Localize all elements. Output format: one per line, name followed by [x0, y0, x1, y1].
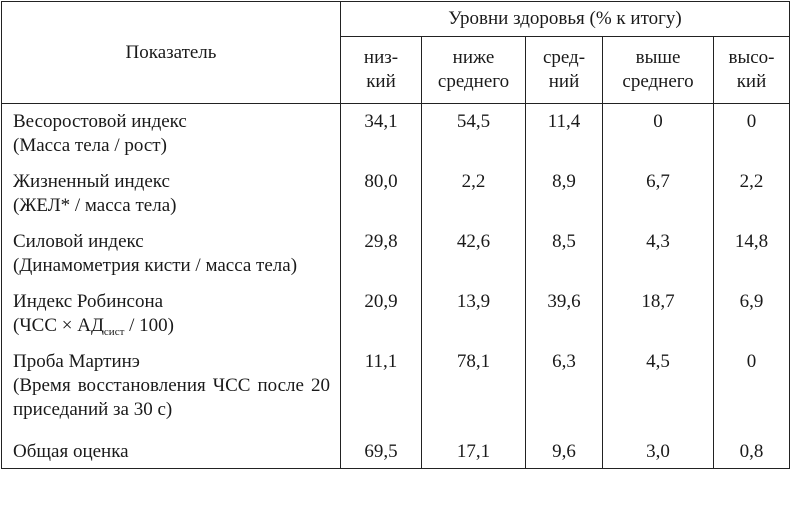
value-cell: 78,1: [421, 344, 526, 428]
table-row-total: Общая оценка 69,5 17,1 9,6 3,0 0,8: [1, 428, 790, 469]
value-cell: 18,7: [602, 284, 714, 344]
value-cell: 0: [602, 103, 714, 164]
table-row: Проба Мартинэ (Время восстановления ЧСС …: [1, 344, 790, 428]
indicator-name: Жизненный индекс: [13, 171, 170, 192]
indicator-formula: (ЖЕЛ* / масса тела): [13, 195, 177, 216]
indicator-cell: Силовой индекс (Динамометрия кисти / мас…: [1, 224, 341, 284]
value-cell: 3,0: [602, 428, 714, 469]
value-cell: 8,5: [525, 224, 603, 284]
value-cell: 0: [713, 103, 790, 164]
value-cell: 13,9: [421, 284, 526, 344]
value-cell: 17,1: [421, 428, 526, 469]
value-cell: 11,4: [525, 103, 603, 164]
health-levels-group-header: Уровни здоровья (% к итогу): [340, 1, 790, 37]
table-row: Жизненный индекс (ЖЕЛ* / масса тела) 80,…: [1, 164, 790, 224]
indicator-cell: Весоростовой индекс (Масса тела / рост): [1, 103, 341, 164]
value-cell: 42,6: [421, 224, 526, 284]
value-cell: 0: [713, 344, 790, 428]
value-cell: 0,8: [713, 428, 790, 469]
level-header-low: низ-кий: [340, 36, 422, 104]
value-cell: 9,6: [525, 428, 603, 469]
value-cell: 4,3: [602, 224, 714, 284]
value-cell: 4,5: [602, 344, 714, 428]
table-row: Силовой индекс (Динамометрия кисти / мас…: [1, 224, 790, 284]
value-cell: 6,9: [713, 284, 790, 344]
value-cell: 54,5: [421, 103, 526, 164]
level-header-average: сред-ний: [525, 36, 603, 104]
indicator-name: Проба Мартинэ: [13, 351, 140, 372]
indicator-formula: (Время восстановления ЧСС после 20 присе…: [13, 375, 330, 420]
indicator-name: Общая оценка: [13, 441, 129, 462]
value-cell: 6,3: [525, 344, 603, 428]
indicator-formula: (ЧСС × АДсист / 100): [13, 315, 174, 338]
table-row: Весоростовой индекс (Масса тела / рост) …: [1, 103, 790, 164]
indicator-name: Весоростовой индекс: [13, 111, 187, 132]
indicator-cell: Индекс Робинсона (ЧСС × АДсист / 100): [1, 284, 341, 344]
value-cell: 69,5: [340, 428, 422, 469]
value-cell: 39,6: [525, 284, 603, 344]
indicator-formula: (Динамометрия кисти / масса тела): [13, 255, 298, 276]
value-cell: 34,1: [340, 103, 422, 164]
indicator-cell: Жизненный индекс (ЖЕЛ* / масса тела): [1, 164, 341, 224]
level-header-below-average: ниже среднего: [421, 36, 526, 104]
indicator-cell: Общая оценка: [1, 428, 341, 469]
table-row: Индекс Робинсона (ЧСС × АДсист / 100) 20…: [1, 284, 790, 344]
value-cell: 8,9: [525, 164, 603, 224]
value-cell: 2,2: [421, 164, 526, 224]
health-levels-table: Показатель Уровни здоровья (% к итогу) н…: [1, 1, 790, 469]
indicator-cell: Проба Мартинэ (Время восстановления ЧСС …: [1, 344, 341, 428]
level-header-high: высо-кий: [713, 36, 790, 104]
value-cell: 29,8: [340, 224, 422, 284]
value-cell: 6,7: [602, 164, 714, 224]
indicator-formula: (Масса тела / рост): [13, 135, 167, 156]
indicator-name: Индекс Робинсона: [13, 291, 164, 312]
value-cell: 14,8: [713, 224, 790, 284]
indicator-header: Показатель: [1, 1, 341, 104]
value-cell: 80,0: [340, 164, 422, 224]
indicator-name: Силовой индекс: [13, 231, 144, 252]
level-header-above-average: выше среднего: [602, 36, 714, 104]
value-cell: 2,2: [713, 164, 790, 224]
value-cell: 20,9: [340, 284, 422, 344]
value-cell: 11,1: [340, 344, 422, 428]
